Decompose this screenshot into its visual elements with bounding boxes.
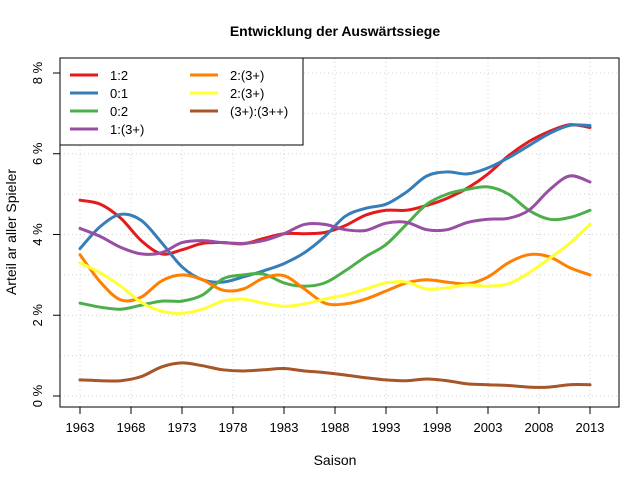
legend: 1:2 0:1 0:2 1:(3+) 2:(3+) 2:(3+) (3+):(3++) [59,57,304,146]
x-tick-label: 2003 [474,420,503,435]
series-line-6 [78,222,592,315]
x-tick-label: 1993 [372,420,401,435]
series-line-4 [78,174,592,256]
series-line-5 [78,252,592,307]
chart-title: Entwicklung der Auswärtssiege [230,23,441,39]
legend-label-2: 0:1 [110,86,128,101]
x-tick-label: 1968 [117,420,146,435]
series-line-7 [78,361,592,389]
x-tick-label: 1973 [168,420,197,435]
legend-label-7: (3+):(3++) [230,104,288,119]
x-tick-label: 1978 [219,420,248,435]
y-tick-label: 8 % [30,61,45,84]
legend-box [59,57,304,146]
series-lines [78,123,592,389]
x-axis: 1963 1968 1973 1978 1983 1988 1993 1998 2003 2008… [66,406,605,435]
x-tick-label: 2008 [525,420,554,435]
y-tick-label: 6 % [30,142,45,165]
x-tick-label: 1998 [423,420,452,435]
legend-label-3: 0:2 [110,104,128,119]
legend-label-6: 2:(3+) [230,86,264,101]
legend-label-5: 2:(3+) [230,68,264,83]
legend-label-4: 1:(3+) [110,122,144,137]
y-axis: 0 % 2 % 4 % 6 % 8 % [30,61,61,407]
x-tick-label: 1963 [66,420,95,435]
series-line-3 [78,185,592,311]
y-tick-label: 0 % [30,384,45,407]
y-tick-label: 4 % [30,223,45,246]
x-axis-label: Saison [314,452,357,468]
x-tick-label: 1983 [270,420,299,435]
y-tick-label: 2 % [30,304,45,327]
y-axis-label: Arteil ar aller Spieler [3,169,19,295]
x-tick-label: 1988 [321,420,350,435]
x-tick-label: 2013 [576,420,605,435]
legend-label-1: 1:2 [110,68,128,83]
